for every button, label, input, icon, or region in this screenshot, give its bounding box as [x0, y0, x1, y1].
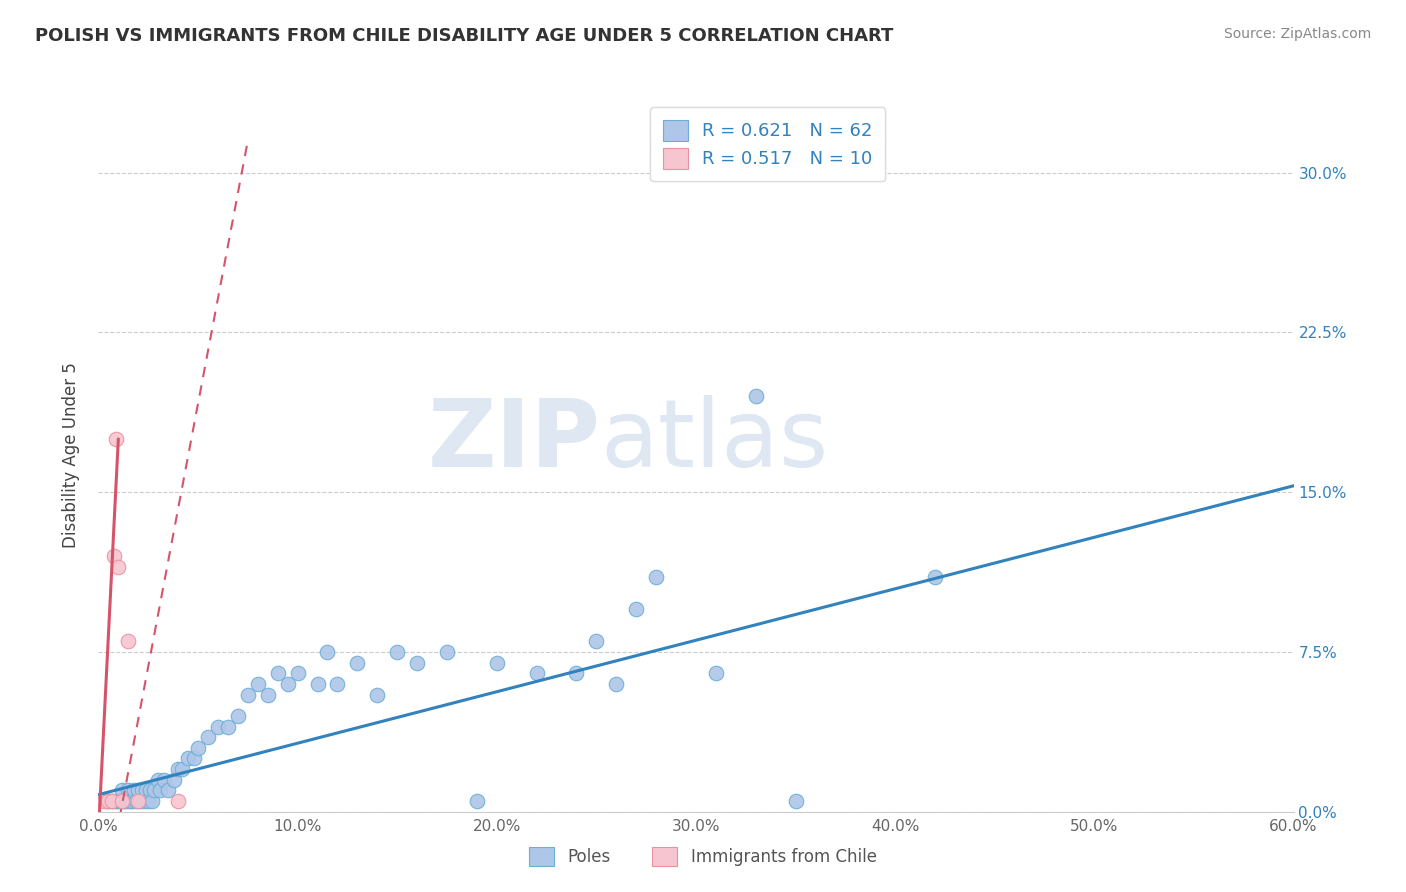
Point: [526, 666, 548, 681]
Point: [267, 666, 290, 681]
Point: [197, 730, 219, 744]
Point: [177, 751, 200, 765]
Point: [153, 772, 176, 787]
Point: [157, 783, 180, 797]
Point: [117, 783, 139, 797]
Point: [226, 709, 249, 723]
Point: [115, 794, 138, 808]
Text: atlas: atlas: [600, 394, 828, 487]
Point: [236, 688, 259, 702]
Point: [172, 762, 194, 776]
Point: [112, 794, 135, 808]
Point: [139, 783, 162, 797]
Point: [436, 645, 458, 659]
Point: [117, 634, 139, 648]
Point: [101, 794, 124, 808]
Point: [93, 794, 115, 808]
Point: [256, 688, 278, 702]
Point: [167, 762, 190, 776]
Point: [626, 602, 648, 616]
Point: [207, 719, 229, 733]
Point: [97, 794, 120, 808]
Point: [107, 794, 129, 808]
Point: [105, 432, 128, 446]
Point: [645, 570, 668, 584]
Point: [565, 666, 588, 681]
Point: [704, 666, 727, 681]
Point: [111, 794, 134, 808]
Point: [97, 794, 120, 808]
Point: [105, 794, 128, 808]
Point: [141, 794, 163, 808]
Point: [605, 677, 627, 691]
Point: [131, 783, 153, 797]
Point: [127, 794, 149, 808]
Point: [316, 645, 339, 659]
Point: [217, 719, 239, 733]
Point: [277, 677, 299, 691]
Point: [125, 794, 148, 808]
Point: [101, 794, 124, 808]
Legend: R = 0.621   N = 62, R = 0.517   N = 10: R = 0.621 N = 62, R = 0.517 N = 10: [650, 107, 886, 181]
Point: [110, 794, 132, 808]
Point: [326, 677, 349, 691]
Point: [485, 656, 508, 670]
Point: [127, 783, 149, 797]
Point: [136, 794, 159, 808]
Point: [124, 783, 146, 797]
Point: [107, 559, 129, 574]
Point: [103, 549, 125, 563]
Point: [385, 645, 409, 659]
Point: [135, 783, 157, 797]
Point: [163, 772, 186, 787]
Point: [924, 570, 946, 584]
Point: [134, 794, 156, 808]
Point: [287, 666, 309, 681]
Point: [120, 794, 142, 808]
Point: [167, 794, 190, 808]
Point: [465, 794, 488, 808]
Text: Source: ZipAtlas.com: Source: ZipAtlas.com: [1223, 27, 1371, 41]
Legend: Poles, Immigrants from Chile: Poles, Immigrants from Chile: [520, 838, 886, 875]
Point: [143, 783, 166, 797]
Point: [129, 794, 152, 808]
Point: [183, 751, 205, 765]
Point: [121, 794, 143, 808]
Point: [307, 677, 329, 691]
Point: [111, 783, 134, 797]
Point: [366, 688, 388, 702]
Point: [246, 677, 269, 691]
Point: [187, 740, 209, 755]
Point: [148, 772, 170, 787]
Point: [149, 783, 172, 797]
Point: [585, 634, 607, 648]
Text: POLISH VS IMMIGRANTS FROM CHILE DISABILITY AGE UNDER 5 CORRELATION CHART: POLISH VS IMMIGRANTS FROM CHILE DISABILI…: [35, 27, 894, 45]
Point: [745, 389, 768, 403]
Point: [406, 656, 429, 670]
Point: [785, 794, 807, 808]
Point: [346, 656, 368, 670]
Y-axis label: Disability Age Under 5: Disability Age Under 5: [62, 362, 80, 548]
Text: ZIP: ZIP: [427, 394, 600, 487]
